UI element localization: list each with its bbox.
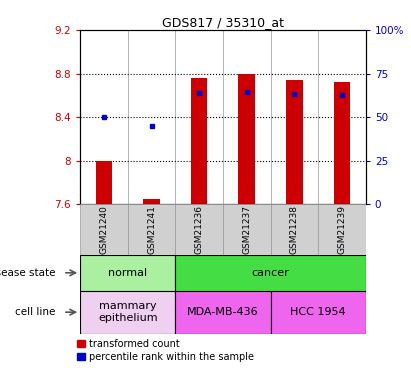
Bar (175, 255, 366, 291)
Text: normal: normal (108, 268, 147, 278)
Bar (191, 78, 208, 204)
Legend: transformed count, percentile rank within the sample: transformed count, percentile rank withi… (77, 339, 254, 362)
Bar (80, 255, 175, 291)
Text: GSM21239: GSM21239 (337, 205, 346, 254)
Text: GSM21241: GSM21241 (147, 205, 156, 254)
Bar (128, 204, 175, 255)
Text: GSM21238: GSM21238 (290, 205, 299, 254)
Bar (270, 204, 318, 255)
Text: mammary
epithelium: mammary epithelium (98, 302, 157, 323)
Text: disease state: disease state (0, 268, 55, 278)
Bar (175, 291, 270, 334)
Text: GSM21237: GSM21237 (242, 205, 251, 254)
Text: HCC 1954: HCC 1954 (290, 307, 346, 317)
Text: MDA-MB-436: MDA-MB-436 (187, 307, 259, 317)
Bar (334, 82, 350, 204)
Title: GDS817 / 35310_at: GDS817 / 35310_at (162, 16, 284, 29)
Text: cell line: cell line (15, 307, 55, 317)
Text: GSM21236: GSM21236 (195, 205, 204, 254)
Bar (223, 204, 270, 255)
Bar (318, 204, 366, 255)
Bar (270, 291, 366, 334)
Bar (80, 204, 128, 255)
Bar (238, 74, 255, 204)
Bar (143, 199, 160, 204)
Text: cancer: cancer (252, 268, 289, 278)
Bar (80, 291, 175, 334)
Text: GSM21240: GSM21240 (99, 205, 109, 254)
Bar (286, 80, 303, 204)
Bar (96, 161, 112, 204)
Bar (175, 204, 223, 255)
